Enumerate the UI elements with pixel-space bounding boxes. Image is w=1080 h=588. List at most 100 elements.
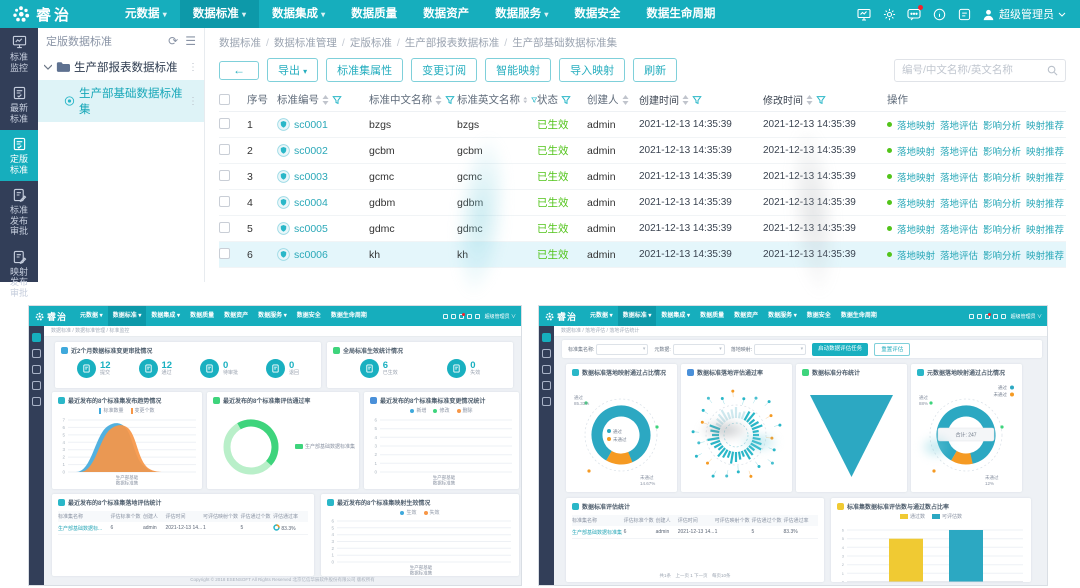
op-link-映射推荐[interactable]: 映射推荐 — [1026, 146, 1065, 158]
op-link-落地评估[interactable]: 落地评估 — [940, 146, 979, 158]
nav-item-数据标准[interactable]: 数据标准 ▾ — [179, 0, 259, 28]
rail-item-映射发布审批[interactable]: 映射 发布 审批 — [0, 243, 38, 305]
collapse-icon[interactable]: ☰ — [185, 34, 196, 48]
breadcrumb-item[interactable]: 生产部基础数据标准集 — [512, 37, 618, 49]
cell-code[interactable]: sc0003 — [277, 170, 369, 183]
col-status[interactable]: 状态 — [537, 92, 587, 107]
svg-text:3: 3 — [842, 554, 845, 559]
tree-node-root[interactable]: 生产部报表数据标准 ⋮ — [38, 54, 204, 80]
table-row[interactable]: 3 sc0003 gcmc gcmc 已生效 admin 2021-12-13 … — [219, 164, 1066, 190]
op-link-影响分析[interactable]: 影响分析 — [983, 250, 1022, 262]
op-link-落地映射[interactable]: 落地映射 — [897, 172, 936, 184]
op-link-落地映射[interactable]: 落地映射 — [897, 250, 936, 262]
nav-item-数据安全[interactable]: 数据安全 — [574, 8, 621, 20]
cell-code[interactable]: sc0004 — [277, 196, 369, 209]
breadcrumb-item[interactable]: 数据标准管理 — [273, 37, 337, 49]
search-input[interactable] — [902, 64, 1042, 76]
op-link-落地评估[interactable]: 落地评估 — [940, 250, 979, 262]
row-checkbox[interactable] — [219, 143, 230, 155]
smart-mapping-button[interactable]: 智能映射 — [485, 58, 552, 82]
col-creator[interactable]: 创建人 — [587, 92, 639, 107]
card-title-icon — [370, 397, 377, 404]
op-link-映射推荐[interactable]: 映射推荐 — [1026, 198, 1065, 210]
back-button[interactable]: ← — [219, 60, 259, 80]
cell-code[interactable]: sc0006 — [277, 248, 369, 261]
table-row[interactable]: 5 sc0005 gdmc gdmc 已生效 admin 2021-12-13 … — [219, 216, 1066, 242]
row-checkbox[interactable] — [219, 195, 230, 207]
monitor-icon[interactable] — [857, 7, 871, 21]
op-link-映射推荐[interactable]: 映射推荐 — [1026, 172, 1065, 184]
row-checkbox[interactable] — [219, 221, 230, 233]
copyright-footer: Copyright © 2018 ESENSOFT All Rights Res… — [190, 577, 375, 582]
search-icon[interactable] — [1047, 65, 1058, 76]
nav-item-数据集成[interactable]: 数据集成 ▾ — [271, 8, 326, 20]
table-row[interactable]: 6 sc0006 kh kh 已生效 admin 2021-12-13 14:3… — [219, 242, 1066, 268]
node-menu-icon[interactable]: ⋮ — [188, 95, 198, 107]
user-menu[interactable]: 超级管理员 — [982, 6, 1066, 22]
import-mapping-button[interactable]: 导入映射 — [559, 58, 626, 82]
brand[interactable]: 睿治 — [0, 4, 86, 25]
mini-nav-item: 数据集成 ▾ — [151, 313, 181, 319]
op-link-影响分析[interactable]: 影响分析 — [983, 146, 1022, 158]
op-link-落地评估[interactable]: 落地评估 — [940, 198, 979, 210]
op-link-落地评估[interactable]: 落地评估 — [940, 224, 979, 236]
rail-item-标准发布审批[interactable]: 标准 发布 审批 — [0, 181, 38, 243]
op-link-落地映射[interactable]: 落地映射 — [897, 146, 936, 158]
nav-item-元数据[interactable]: 元数据 ▾ — [125, 8, 167, 20]
change-subscribe-button[interactable]: 变更订阅 — [411, 58, 478, 82]
chevron-down-icon: ▾ — [162, 10, 167, 19]
set-properties-button[interactable]: 标准集属性 — [326, 58, 404, 82]
row-checkbox[interactable] — [219, 117, 230, 129]
row-checkbox[interactable] — [219, 169, 230, 181]
table-row[interactable]: 4 sc0004 gdbm gdbm 已生效 admin 2021-12-13 … — [219, 190, 1066, 216]
breadcrumb-item[interactable]: 生产部报表数据标准 — [404, 37, 500, 49]
tree-node-child[interactable]: 生产部基础数据标准集 ⋮ — [38, 80, 204, 122]
op-link-落地映射[interactable]: 落地映射 — [897, 120, 936, 132]
op-link-影响分析[interactable]: 影响分析 — [983, 172, 1022, 184]
col-en-name[interactable]: 标准英文名称 — [457, 92, 537, 107]
nav-item-数据服务[interactable]: 数据服务 ▾ — [495, 8, 549, 20]
refresh-button[interactable]: 刷新 — [633, 58, 678, 82]
op-link-落地评估[interactable]: 落地评估 — [940, 172, 979, 184]
cell-code[interactable]: sc0002 — [277, 144, 369, 157]
op-link-影响分析[interactable]: 影响分析 — [983, 224, 1022, 236]
op-link-影响分析[interactable]: 影响分析 — [983, 120, 1022, 132]
rail-item-定版标准[interactable]: 定版 标准 — [0, 130, 38, 181]
cell-code[interactable]: sc0001 — [277, 118, 369, 131]
cell-code[interactable]: sc0005 — [277, 222, 369, 235]
export-button[interactable]: 导出 ▾ — [267, 58, 319, 82]
op-link-落地评估[interactable]: 落地评估 — [940, 120, 979, 132]
col-created[interactable]: 创建时间 — [639, 92, 763, 107]
chat-icon[interactable] — [907, 5, 923, 21]
col-no[interactable]: 序号 — [247, 94, 268, 106]
svg-text:3: 3 — [374, 444, 377, 449]
breadcrumb-item[interactable]: 数据标准 — [219, 37, 261, 49]
search-box[interactable] — [894, 58, 1066, 82]
nav-item-数据质量[interactable]: 数据质量 — [351, 8, 398, 20]
info-icon[interactable] — [932, 7, 946, 21]
mini-nav-icons: 超级管理员 ∨ — [442, 312, 521, 320]
breadcrumb-item[interactable]: 定版标准 — [349, 37, 392, 49]
nav-item-数据资产[interactable]: 数据资产 — [423, 8, 470, 20]
op-link-映射推荐[interactable]: 映射推荐 — [1026, 120, 1065, 132]
rail-item-最新标准[interactable]: 最新 标准 — [0, 79, 38, 130]
gear-icon[interactable] — [882, 7, 896, 21]
col-cn-name[interactable]: 标准中文名称 — [369, 92, 457, 107]
mini-col-header: 评估时间 — [677, 518, 698, 524]
op-link-映射推荐[interactable]: 映射推荐 — [1026, 224, 1065, 236]
node-menu-icon[interactable]: ⋮ — [188, 61, 198, 73]
refresh-icon[interactable]: ⟳ — [168, 34, 179, 48]
row-checkbox[interactable] — [219, 247, 230, 259]
table-row[interactable]: 2 sc0002 gcbm gcbm 已生效 admin 2021-12-13 … — [219, 138, 1066, 164]
table-row[interactable]: 1 sc0001 bzgs bzgs 已生效 admin 2021-12-13 … — [219, 112, 1066, 138]
select-all-checkbox[interactable] — [219, 94, 230, 105]
op-link-影响分析[interactable]: 影响分析 — [983, 198, 1022, 210]
nav-item-数据生命周期[interactable]: 数据生命周期 — [646, 8, 716, 20]
op-link-落地映射[interactable]: 落地映射 — [897, 224, 936, 236]
col-code[interactable]: 标准编号 — [277, 92, 369, 107]
col-modified[interactable]: 修改时间 — [763, 92, 887, 107]
comment-icon[interactable] — [957, 7, 971, 21]
op-link-映射推荐[interactable]: 映射推荐 — [1026, 250, 1065, 262]
op-link-落地映射[interactable]: 落地映射 — [897, 198, 936, 210]
rail-item-标准监控[interactable]: 标准 监控 — [0, 28, 38, 79]
